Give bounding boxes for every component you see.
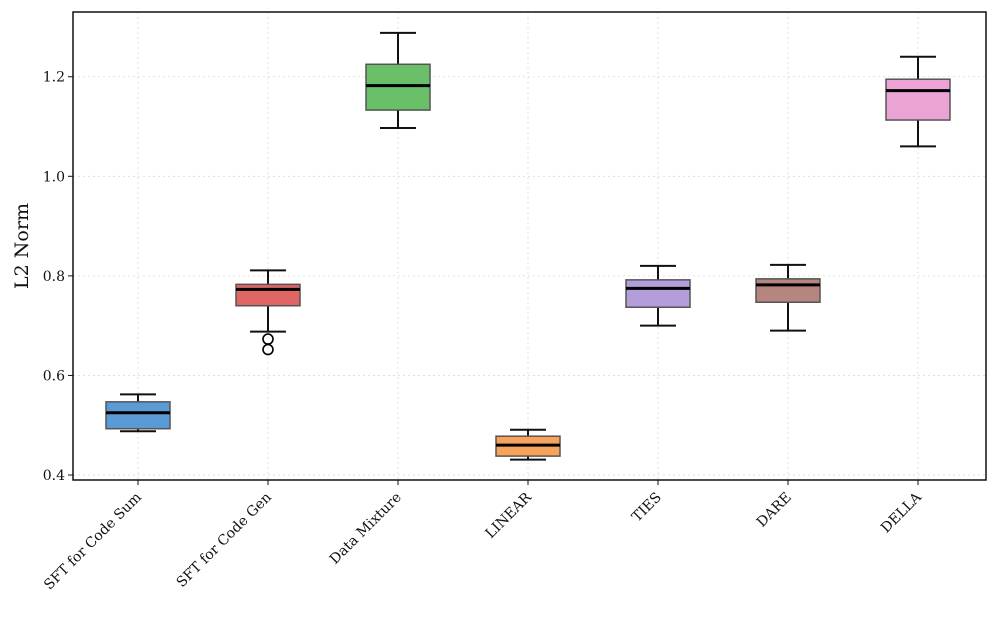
outlier-point [262,343,274,356]
box-sft-for-code-gen [235,269,301,356]
y-tick-label: 0.8 [43,269,65,285]
y-tick-label: 1.0 [43,169,65,185]
plot-frame [72,11,987,481]
y-axis-label: L2 Norm [11,203,33,289]
boxes [105,31,951,461]
box-dare [755,263,821,332]
box-della [885,55,951,148]
x-tick-label: TIES [629,490,665,526]
box-iqr [885,78,951,121]
box-iqr [105,401,171,430]
y-tick-label: 0.4 [43,468,65,484]
grid [73,12,986,480]
box-linear [495,428,561,461]
x-tick-label: Data Mixture [327,490,405,568]
x-axis: SFT for Code Sum SFT for Code Gen Data Mix… [41,480,925,593]
x-tick-label: DELLA [878,489,925,536]
x-tick-label: SFT for Code Gen [174,490,275,591]
box-sft-for-code-sum [105,393,171,433]
box-iqr [755,278,821,304]
box-ties [625,264,691,327]
box-iqr [235,283,301,307]
y-tick-label: 1.2 [43,70,65,86]
x-tick-label: SFT for Code Sum [41,490,145,594]
x-tick-label: DARE [754,490,795,531]
y-tick-label: 0.6 [43,368,65,384]
x-tick-label: LINEAR [483,489,536,542]
box-iqr [625,279,691,308]
box-data-mixture [365,31,431,130]
y-axis: 0.4 0.6 0.8 1.0 1.2 [43,70,73,484]
